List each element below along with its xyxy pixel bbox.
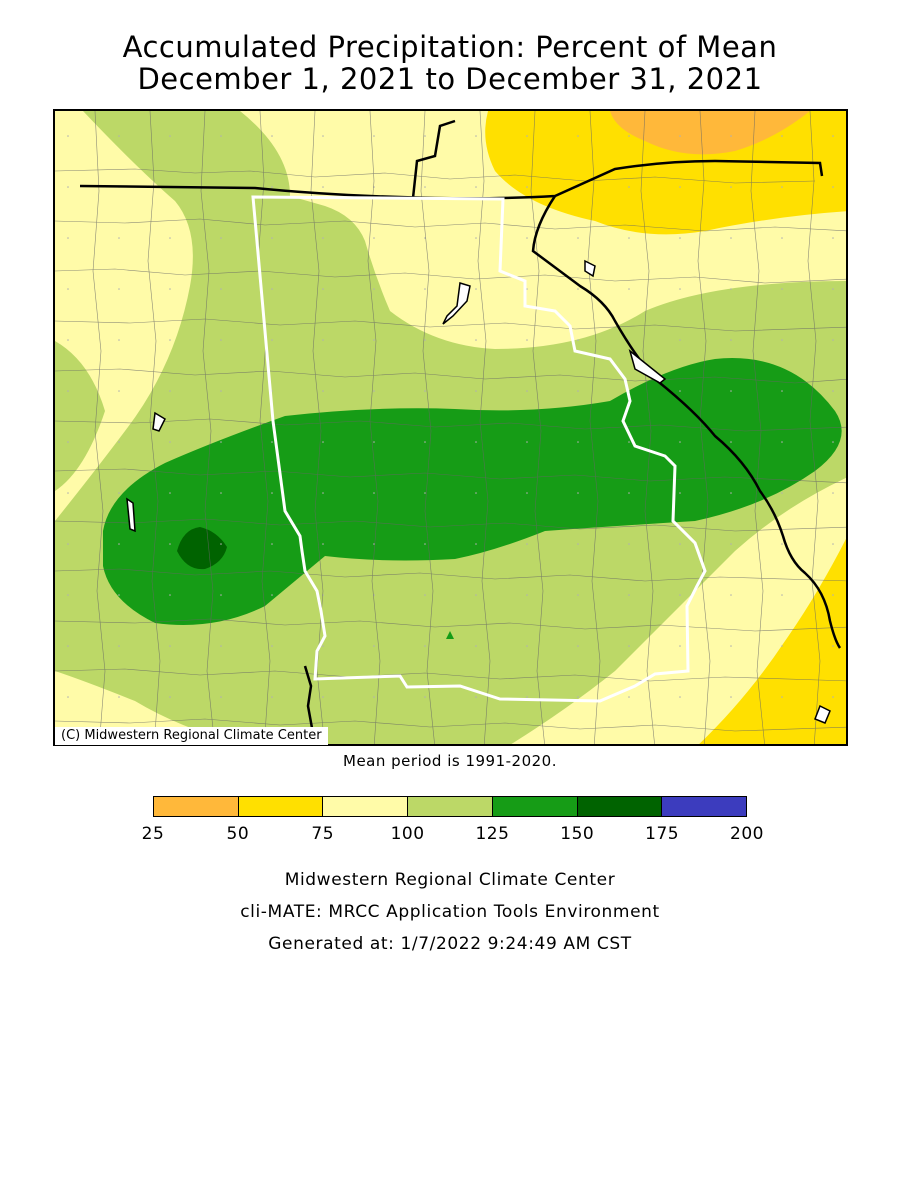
legend-tick-label: 25 bbox=[141, 824, 165, 844]
legend-swatch bbox=[662, 797, 747, 816]
legend-tick-labels: 25 50 75 100 125 150 175 200 bbox=[142, 824, 764, 844]
legend-tick-label: 125 bbox=[475, 824, 510, 844]
map-title-line-2: December 1, 2021 to December 31, 2021 bbox=[137, 62, 763, 96]
legend-tick-label: 100 bbox=[390, 824, 425, 844]
footer-generated-time: Generated at: 1/7/2022 9:24:49 AM CST bbox=[268, 934, 632, 954]
legend-swatch bbox=[238, 797, 324, 816]
county-lines bbox=[55, 111, 846, 744]
footer-organization: Midwestern Regional Climate Center bbox=[284, 870, 616, 890]
legend-swatch bbox=[492, 797, 578, 816]
water-bodies bbox=[126, 259, 831, 724]
legend-swatch bbox=[408, 797, 493, 816]
legend-tick-label: 75 bbox=[311, 824, 335, 844]
map-title-line-1: Accumulated Precipitation: Percent of Me… bbox=[122, 30, 778, 64]
legend-swatch bbox=[577, 797, 663, 816]
city-marker bbox=[446, 631, 454, 639]
legend-color-bar bbox=[153, 796, 747, 817]
legend-tick-label: 200 bbox=[730, 824, 764, 844]
precipitation-map bbox=[53, 109, 848, 746]
legend-swatch bbox=[154, 797, 239, 816]
copyright-label: (C) Midwestern Regional Climate Center bbox=[55, 727, 328, 745]
legend-tick-label: 50 bbox=[226, 824, 250, 844]
footer-tool-name: cli-MATE: MRCC Application Tools Environ… bbox=[240, 902, 660, 922]
legend-tick-label: 175 bbox=[645, 824, 680, 844]
legend-tick-label: 150 bbox=[560, 824, 595, 844]
state-boundary bbox=[251, 195, 707, 703]
mean-period-note: Mean period is 1991-2020. bbox=[343, 752, 557, 770]
legend-swatch bbox=[323, 797, 409, 816]
